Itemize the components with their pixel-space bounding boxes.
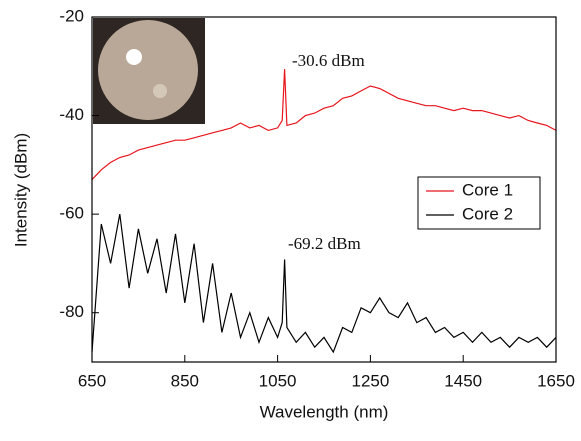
legend-box — [417, 176, 541, 230]
y-axis-label: Intensity (dBm) — [11, 133, 30, 247]
core-2 — [153, 84, 167, 98]
y-tick-label: -80 — [59, 302, 84, 321]
series-line — [91, 213, 557, 354]
y-tick-label: -60 — [59, 204, 84, 223]
plot-layer — [91, 69, 557, 354]
legend-label: Core 1 — [462, 180, 513, 199]
inset-photo — [93, 18, 205, 124]
x-tick-label: 1650 — [537, 371, 575, 390]
x-tick-label: 850 — [171, 371, 199, 390]
legend-label: Core 2 — [462, 204, 513, 223]
x-tick-label: 1050 — [259, 371, 297, 390]
series-line — [91, 69, 557, 181]
plot-frame — [91, 16, 557, 363]
fiber-face — [98, 20, 198, 120]
x-tick-label: 1250 — [351, 371, 389, 390]
y-tick-label: -40 — [59, 105, 84, 124]
core-1 — [126, 49, 142, 65]
x-tick-label: 1450 — [444, 371, 482, 390]
x-axis-label: Wavelength (nm) — [260, 402, 389, 421]
y-tick-label: -20 — [59, 6, 84, 25]
annotation: -69.2 dBm — [288, 234, 361, 253]
annotation: -30.6 dBm — [292, 51, 365, 70]
x-tick-label: 650 — [78, 371, 106, 390]
